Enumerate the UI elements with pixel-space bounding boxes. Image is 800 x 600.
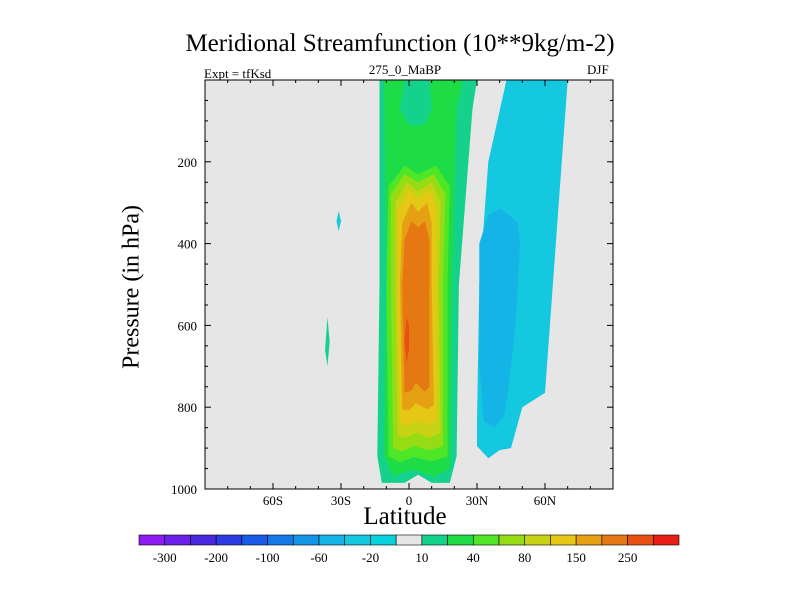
colorbar-label: 150 — [566, 550, 586, 565]
colorbar-swatch — [395, 534, 423, 546]
colorbar-label: -100 — [256, 550, 280, 565]
contour-regions — [325, 80, 568, 483]
colorbar-swatch — [524, 534, 551, 546]
experiment-label: Expt = tfKsd — [204, 66, 272, 81]
colorbar-swatch — [550, 534, 577, 546]
colorbar-swatch — [138, 534, 166, 546]
colorbar-swatch — [164, 534, 191, 546]
colorbar-swatch — [267, 534, 294, 546]
y-tick-label: 600 — [178, 318, 198, 333]
x-tick-label: 30N — [466, 493, 489, 508]
colorbar-swatch — [447, 534, 474, 546]
colorbar-swatch — [190, 534, 217, 546]
colorbar-label: 80 — [518, 550, 531, 565]
colorbar-label: -20 — [362, 550, 379, 565]
colorbar-label: 40 — [467, 550, 480, 565]
colorbar-label: 10 — [415, 550, 428, 565]
x-axis-title: Latitude — [363, 503, 447, 530]
season-label: DJF — [587, 62, 609, 77]
colorbar-swatch — [601, 534, 628, 546]
period-label: 275_0_MaBP — [368, 62, 442, 77]
colorbar-label: -200 — [204, 550, 228, 565]
contour-region — [402, 221, 430, 393]
colorbar-swatch — [421, 534, 448, 546]
colorbar-swatch — [318, 534, 346, 546]
colorbar-swatch — [292, 534, 320, 546]
contour-region — [479, 208, 521, 428]
chart-title: Meridional Streamfunction (10**9kg/m-2) — [185, 30, 615, 57]
x-tick-label: 0 — [406, 493, 413, 508]
colorbar-label: -60 — [310, 550, 327, 565]
colorbar-swatch — [215, 534, 243, 546]
x-tick-label: 30S — [331, 493, 351, 508]
colorbar-swatch — [344, 534, 371, 546]
x-tick-label: 60N — [534, 493, 557, 508]
y-tick-label: 800 — [178, 400, 198, 415]
y-tick-label: 1000 — [171, 482, 197, 497]
colorbar-swatch — [575, 534, 603, 546]
contour-region — [336, 210, 341, 232]
colorbar-swatch — [472, 534, 500, 546]
colorbar-swatch — [652, 534, 680, 546]
contour-region — [404, 317, 409, 363]
colorbar-label: 250 — [618, 550, 638, 565]
colorbar-swatch — [370, 534, 397, 546]
y-tick-label: 200 — [178, 155, 198, 170]
colorbar-swatch — [498, 534, 526, 546]
x-tick-label: 60S — [263, 493, 283, 508]
colorbar-swatch — [241, 534, 268, 546]
colorbar-swatch — [627, 534, 654, 546]
contour-region — [325, 317, 330, 367]
y-tick-label: 400 — [178, 237, 198, 252]
colorbar-label: -300 — [153, 550, 177, 565]
